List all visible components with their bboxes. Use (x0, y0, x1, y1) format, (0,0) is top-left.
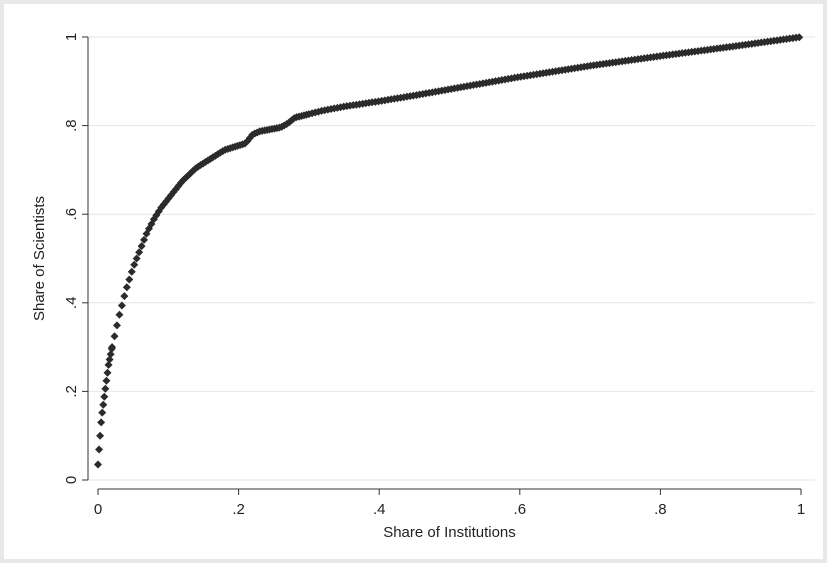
data-point-12 (106, 350, 115, 359)
x-tick-label-0: 0 (94, 501, 102, 518)
data-point-7 (101, 384, 110, 393)
y-tick-label-5: 1 (63, 33, 80, 41)
data-point-17 (115, 310, 124, 319)
data-point-25 (135, 248, 144, 257)
chart-container: 0 .2 .4 .6 .8 1 0 .2 .4 .6 .8 1 Share of Institutio… (4, 4, 823, 559)
x-tick-label-1: .2 (232, 501, 245, 518)
data-point-3 (97, 418, 106, 427)
data-point-21 (125, 275, 134, 284)
data-point-14 (108, 343, 117, 352)
x-tick-label-4: .8 (654, 501, 667, 518)
y-tick-label-4: .8 (63, 119, 80, 132)
x-axis-title: Share of Institutions (383, 524, 516, 541)
y-tick-label-2: .4 (63, 297, 80, 310)
y-axis-title: Share of Scientists (31, 196, 48, 321)
data-point-0 (94, 460, 102, 469)
data-point-27 (140, 235, 149, 244)
data-point-24 (132, 254, 141, 263)
data-point-15 (110, 332, 119, 341)
data-point-16 (112, 321, 121, 330)
data-point-6 (100, 392, 109, 401)
data-point-19 (120, 292, 129, 301)
x-tick-label-5: 1 (797, 501, 805, 518)
axes: 0 .2 .4 .6 .8 1 0 .2 .4 .6 .8 1 (63, 33, 805, 518)
gridlines (88, 36, 815, 481)
data-point-8 (102, 376, 111, 385)
data-point-11 (105, 355, 114, 364)
y-tick-label-1: .2 (63, 385, 80, 398)
data-point-9 (103, 368, 112, 377)
data-point-22 (127, 267, 136, 276)
y-tick-label-3: .6 (63, 208, 80, 221)
scatter-chart: 0 .2 .4 .6 .8 1 0 .2 .4 .6 .8 1 Share of Institutio… (31, 33, 815, 541)
data-point-1 (95, 445, 104, 454)
data-point-20 (122, 283, 131, 292)
data-point-26 (137, 242, 146, 251)
y-tick-label-0: 0 (63, 476, 80, 484)
data-point-249 (795, 33, 804, 42)
x-tick-label-2: .4 (373, 501, 386, 518)
data-point-5 (99, 400, 108, 409)
x-tick-label-3: .6 (514, 501, 527, 518)
data-point-10 (104, 360, 113, 369)
data-point-2 (96, 431, 105, 440)
data-points (94, 33, 804, 469)
data-point-23 (130, 260, 139, 269)
data-point-4 (98, 408, 107, 417)
data-point-18 (117, 301, 126, 310)
